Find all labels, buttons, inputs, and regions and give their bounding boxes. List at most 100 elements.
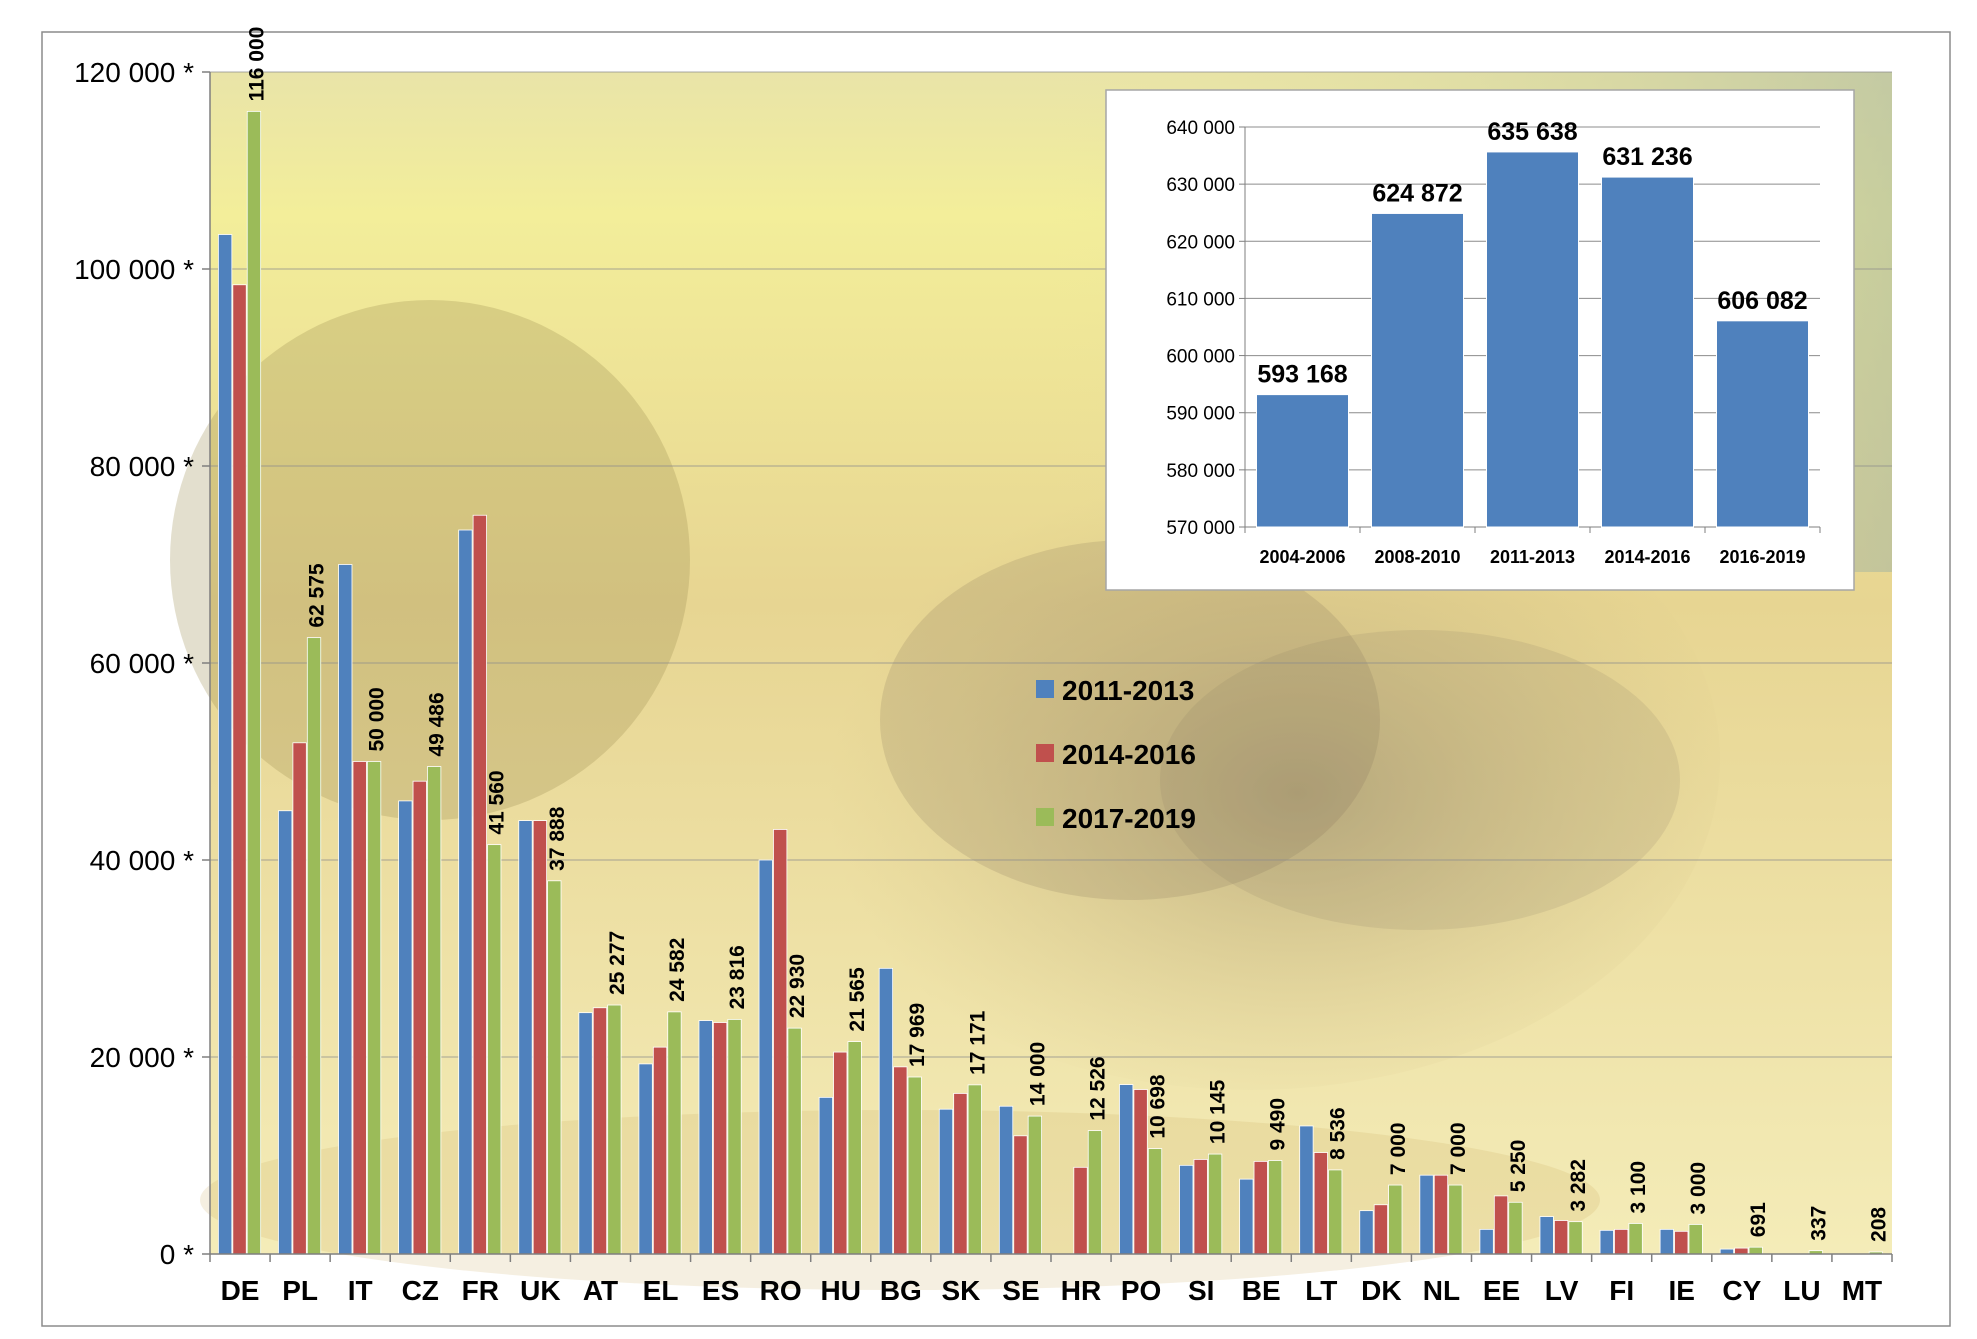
y-tick-label: 100 000 * [74, 254, 194, 285]
inset-y-tick-label: 600 000 [1166, 347, 1235, 368]
inset-x-tick-label: 2014-2016 [1604, 547, 1690, 567]
inset-data-label: 606 082 [1717, 287, 1807, 315]
x-tick-label: SI [1188, 1275, 1214, 1306]
inset-y-tick-label: 640 000 [1166, 118, 1235, 139]
bar-2011-2013-PO [1119, 1084, 1134, 1255]
bar-2014-2016-AT [592, 1007, 608, 1255]
x-tick-label: LT [1305, 1275, 1337, 1306]
bar-2011-2013-HU [818, 1096, 833, 1255]
data-label-AT: 25 277 [606, 931, 629, 995]
data-label-ES: 23 816 [726, 945, 749, 1009]
inset-bar-2016-2019 [1716, 320, 1809, 528]
y-tick-label: 60 000 * [90, 648, 194, 679]
x-tick-label: SE [1002, 1275, 1039, 1306]
y-tick-label: 120 000 * [74, 57, 194, 88]
bar-2014-2016-PO [1133, 1089, 1148, 1255]
bar-2017-2019-CY [1748, 1246, 1763, 1255]
inset-bar-2014-2016 [1601, 176, 1694, 528]
inset-data-label: 635 638 [1487, 118, 1577, 146]
bar-2017-2019-PO [1147, 1148, 1163, 1255]
inset-y-tick-label: 610 000 [1166, 289, 1235, 310]
bar-2014-2016-BG [893, 1066, 908, 1255]
bar-2017-2019-IE [1688, 1224, 1703, 1255]
bar-2011-2013-BE [1239, 1178, 1254, 1255]
data-label-SE: 14 000 [1026, 1042, 1049, 1106]
y-tick-label: 0 * [160, 1239, 194, 1270]
x-tick-label: RO [760, 1275, 802, 1306]
bar-2014-2016-NL [1433, 1174, 1449, 1255]
bar-2011-2013-FI [1599, 1229, 1614, 1255]
bar-2014-2016-IT [352, 761, 367, 1255]
bar-2011-2013-BG [878, 967, 894, 1255]
inset-bar-2004-2006 [1256, 394, 1349, 528]
y-tick-label: 80 000 * [90, 451, 194, 482]
bar-2017-2019-BG [907, 1076, 922, 1255]
data-label-HR: 12 526 [1086, 1056, 1109, 1120]
bar-2017-2019-FR [487, 844, 502, 1255]
bar-2014-2016-BE [1253, 1161, 1268, 1255]
bar-2017-2019-ES [727, 1019, 742, 1255]
bar-2011-2013-ES [698, 1020, 713, 1255]
bar-2014-2016-FR [472, 514, 487, 1255]
bar-2011-2013-EE [1479, 1228, 1494, 1255]
legend-swatch-2011-2013 [1036, 680, 1054, 698]
bar-2014-2016-SK [953, 1093, 968, 1255]
data-label-FI: 3 100 [1627, 1161, 1650, 1214]
data-label-MT: 208 [1867, 1207, 1890, 1242]
data-label-NL: 7 000 [1447, 1122, 1470, 1175]
bar-2014-2016-LV [1553, 1220, 1569, 1255]
bar-2011-2013-SK [938, 1108, 954, 1255]
bar-2017-2019-NL [1448, 1184, 1463, 1255]
bar-2011-2013-RO [758, 859, 773, 1255]
data-label-EL: 24 582 [666, 938, 689, 1002]
bar-2017-2019-FI [1628, 1223, 1643, 1255]
bar-2011-2013-UK [518, 820, 533, 1255]
bar-2014-2016-SE [1013, 1135, 1028, 1255]
bar-2011-2013-CZ [398, 800, 413, 1255]
bar-2011-2013-NL [1419, 1174, 1434, 1255]
bar-2014-2016-EE [1493, 1195, 1509, 1255]
data-label-FR: 41 560 [486, 770, 509, 834]
bar-2014-2016-LT [1313, 1152, 1328, 1255]
x-tick-label: BE [1242, 1275, 1281, 1306]
bar-2014-2016-EL [652, 1046, 668, 1255]
bar-2017-2019-AT [607, 1004, 622, 1255]
bar-2014-2016-IE [1674, 1230, 1689, 1255]
x-tick-label: UK [520, 1275, 560, 1306]
data-label-CY: 691 [1747, 1202, 1770, 1237]
data-label-EE: 5 250 [1507, 1140, 1530, 1193]
inset-y-tick-label: 570 000 [1166, 518, 1235, 539]
bar-2017-2019-HR [1087, 1130, 1103, 1255]
bar-2017-2019-EE [1508, 1201, 1523, 1255]
bar-2017-2019-BE [1268, 1160, 1283, 1255]
x-tick-label: CZ [402, 1275, 439, 1306]
x-tick-label: HR [1061, 1275, 1101, 1306]
x-tick-label: AT [583, 1275, 618, 1306]
bar-2011-2013-DK [1359, 1210, 1374, 1255]
bar-2014-2016-FI [1614, 1228, 1629, 1255]
y-tick-label: 40 000 * [90, 845, 194, 876]
x-tick-label: IE [1669, 1275, 1695, 1306]
data-label-SK: 17 171 [966, 1010, 989, 1075]
inset-data-label: 631 236 [1602, 143, 1692, 171]
bar-2014-2016-HU [833, 1051, 848, 1255]
data-label-HU: 21 565 [846, 967, 869, 1032]
bar-2011-2013-SE [998, 1105, 1014, 1255]
bar-2014-2016-SI [1193, 1159, 1208, 1255]
x-tick-label: DK [1361, 1275, 1401, 1306]
x-tick-label: LV [1545, 1275, 1579, 1306]
legend-label: 2011-2013 [1062, 675, 1194, 706]
bar-2011-2013-EL [638, 1063, 653, 1255]
x-tick-label: MT [1842, 1275, 1882, 1306]
inset-x-tick-label: 2016-2019 [1719, 547, 1805, 567]
legend-label: 2014-2016 [1062, 739, 1196, 770]
bar-2011-2013-FR [458, 529, 473, 1255]
bar-2017-2019-LT [1328, 1169, 1343, 1255]
bar-2014-2016-CY [1734, 1247, 1749, 1255]
x-tick-label: IT [348, 1275, 373, 1306]
bar-2014-2016-UK [532, 820, 548, 1255]
inset-x-tick-label: 2011-2013 [1490, 547, 1575, 567]
data-label-LV: 3 282 [1567, 1159, 1590, 1212]
